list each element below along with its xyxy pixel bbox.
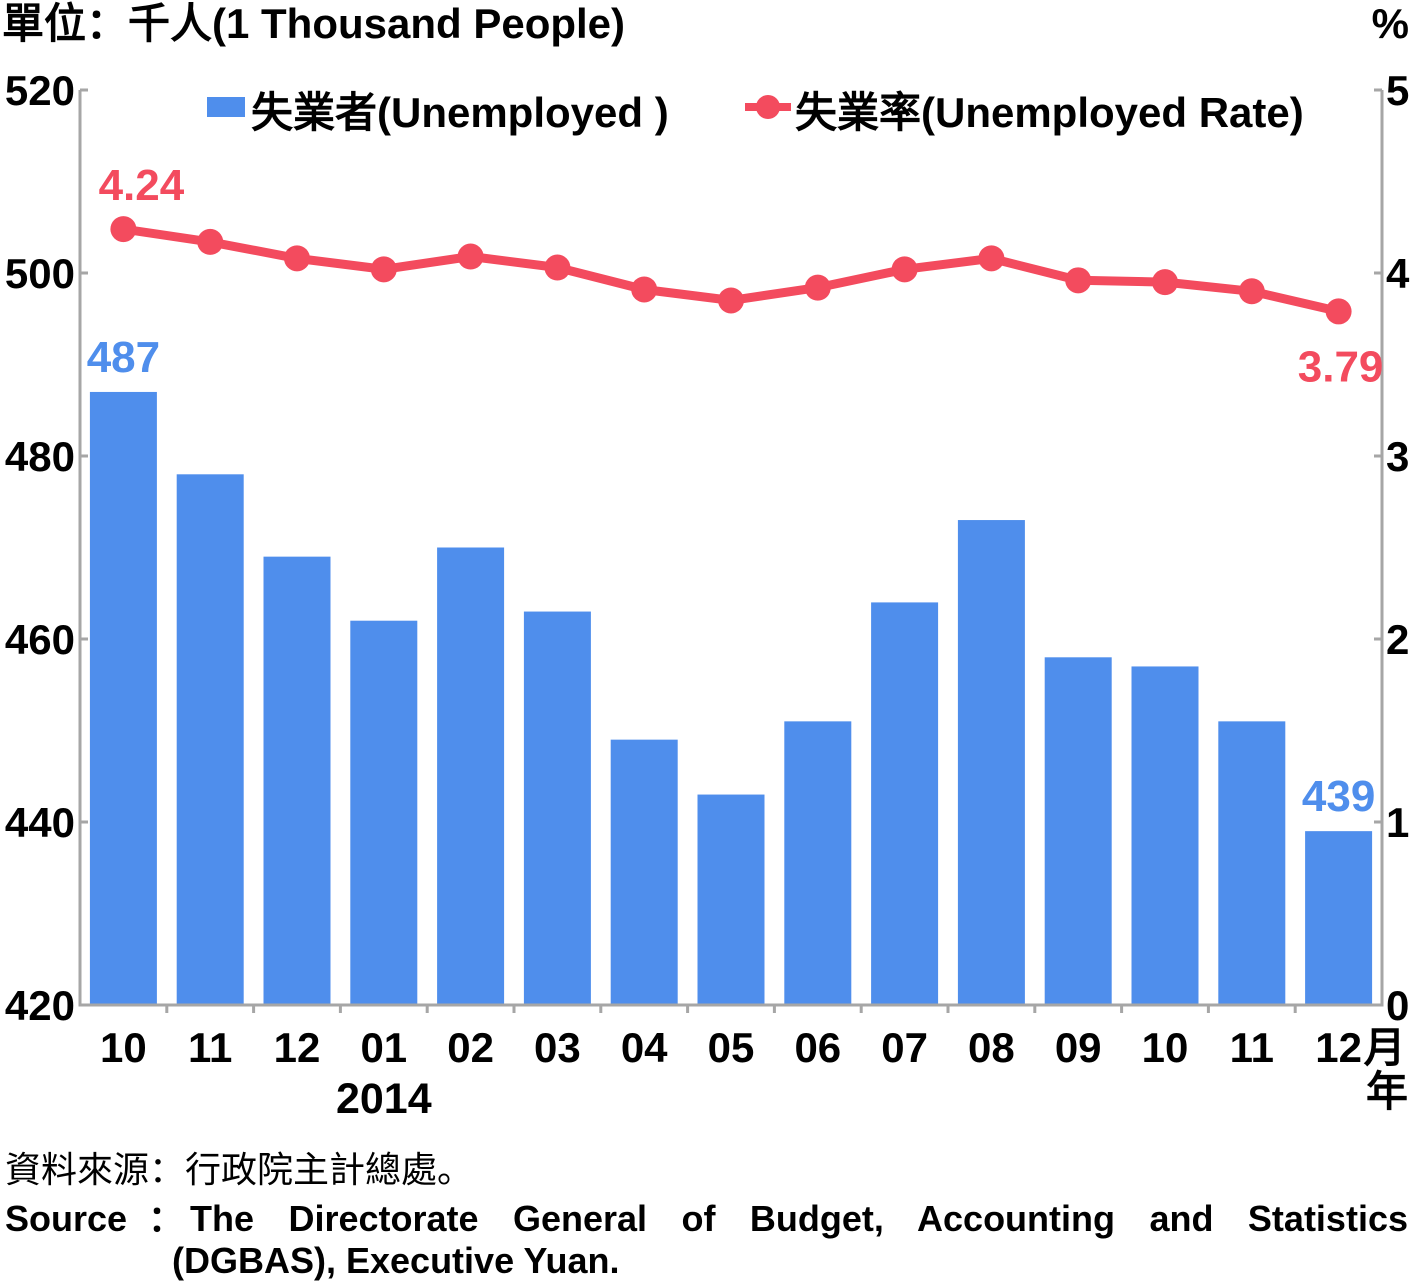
x-axis-tick-label: 10 bbox=[1142, 1024, 1189, 1071]
left-axis-tick-label: 420 bbox=[5, 982, 75, 1029]
legend-item-unemployed: 失業者(Unemployed ) bbox=[207, 88, 669, 138]
right-axis-tick-label: 3 bbox=[1386, 433, 1409, 480]
legend-item-unemployed-rate: 失業率(Unemployed Rate) bbox=[745, 88, 1304, 138]
unemployment-rate-point-15 bbox=[1325, 298, 1352, 325]
x-axis-tick-label: 11 bbox=[188, 1024, 232, 1071]
unemployed-bar-14 bbox=[1218, 721, 1286, 1005]
x-axis-tick-label: 09 bbox=[1055, 1024, 1102, 1071]
unemployed-bar-4 bbox=[350, 620, 418, 1005]
legend-line-swatch bbox=[745, 95, 791, 119]
x-axis-tick-label: 10 bbox=[100, 1024, 147, 1071]
left-axis-unit-label: 單位：千人(1 Thousand People) bbox=[2, 0, 626, 47]
right-axis-tick-label: 1 bbox=[1386, 799, 1409, 846]
legend-label-unemployed: 失業者(Unemployed ) bbox=[251, 89, 669, 136]
unemployment-rate-point-11 bbox=[978, 245, 1005, 272]
legend-bar-swatch bbox=[207, 97, 245, 117]
source-separator: ： bbox=[148, 1198, 185, 1239]
right-axis-tick-label: 2 bbox=[1386, 616, 1409, 663]
x-axis-year-unit: 年 bbox=[1366, 1068, 1408, 1115]
line-data-label: 4.24 bbox=[99, 161, 185, 210]
source-label: Source bbox=[5, 1198, 128, 1239]
unemployed-bar-6 bbox=[523, 611, 591, 1005]
source-chinese: 資料來源：行政院主計總處。 bbox=[5, 1149, 474, 1190]
unemployment-rate-point-1 bbox=[110, 216, 137, 243]
unemployed-bar-8 bbox=[697, 794, 765, 1005]
unemployed-bar-11 bbox=[957, 520, 1025, 1005]
unemployed-bar-12 bbox=[1044, 657, 1112, 1005]
unemployed-bar-15 bbox=[1305, 831, 1373, 1005]
x-axis-tick-label: 02 bbox=[447, 1024, 494, 1071]
legend-line-marker bbox=[756, 95, 780, 119]
x-axis-tick-label: 01 bbox=[360, 1024, 407, 1071]
x-axis-month-unit: 月 bbox=[1364, 1024, 1406, 1071]
unemployment-rate-point-2 bbox=[197, 228, 224, 255]
right-axis-tick-label: 4 bbox=[1386, 250, 1410, 297]
source-text-line-2: (DGBAS), Executive Yuan. bbox=[172, 1240, 620, 1281]
source-text-line-1: The Directorate General of Budget, Accou… bbox=[190, 1198, 1408, 1239]
unemployment-rate-point-9 bbox=[804, 274, 831, 301]
unemployment-rate-point-10 bbox=[891, 256, 918, 283]
x-axis-tick-label: 08 bbox=[968, 1024, 1015, 1071]
left-axis-tick-label: 460 bbox=[5, 616, 75, 663]
x-axis-tick-label: 12 bbox=[1315, 1024, 1362, 1071]
left-axis-tick-label: 520 bbox=[5, 67, 75, 114]
right-axis-tick-label: 0 bbox=[1386, 982, 1409, 1029]
unemployed-bar-1 bbox=[89, 391, 157, 1005]
unemployment-rate-point-3 bbox=[284, 245, 310, 272]
line-data-label: 3.79 bbox=[1298, 342, 1384, 391]
right-axis-tick-label: 5 bbox=[1386, 67, 1409, 114]
unemployment-rate-point-7 bbox=[631, 276, 658, 303]
bar-data-label: 439 bbox=[1302, 772, 1375, 821]
unemployed-bar-10 bbox=[871, 602, 939, 1005]
unemployment-rate-point-4 bbox=[370, 256, 397, 283]
unemployment-rate-point-6 bbox=[544, 254, 571, 281]
x-axis-tick-label: 04 bbox=[621, 1024, 668, 1071]
unemployment-rate-point-5 bbox=[457, 243, 484, 270]
x-axis-tick-label: 03 bbox=[534, 1024, 581, 1071]
left-axis-tick-label: 500 bbox=[5, 250, 75, 297]
unemployed-bar-7 bbox=[610, 739, 678, 1005]
x-axis-tick-label: 12 bbox=[274, 1024, 321, 1071]
bar-data-label: 487 bbox=[87, 333, 160, 382]
right-axis-unit-label: % bbox=[1371, 0, 1409, 47]
unemployed-bar-13 bbox=[1131, 666, 1199, 1005]
x-axis-tick-label: 05 bbox=[708, 1024, 755, 1071]
unemployment-rate-point-14 bbox=[1238, 278, 1265, 305]
unemployed-bar-5 bbox=[437, 547, 505, 1005]
unemployment-rate-point-8 bbox=[718, 287, 744, 314]
x-axis-tick-label: 06 bbox=[794, 1024, 841, 1071]
x-axis-tick-label: 11 bbox=[1230, 1024, 1274, 1071]
unemployed-bar-2 bbox=[176, 474, 244, 1005]
unemployed-bar-9 bbox=[784, 721, 852, 1005]
unemployment-rate-point-12 bbox=[1065, 267, 1092, 294]
unemployment-rate-point-13 bbox=[1152, 269, 1178, 296]
left-axis-tick-label: 440 bbox=[5, 799, 75, 846]
left-axis-tick-label: 480 bbox=[5, 433, 75, 480]
legend-label-unemployed-rate: 失業率(Unemployed Rate) bbox=[795, 89, 1304, 136]
x-axis-year-label: 2014 bbox=[336, 1075, 432, 1123]
unemployed-bar-3 bbox=[263, 556, 331, 1005]
x-axis-tick-label: 07 bbox=[881, 1024, 928, 1071]
